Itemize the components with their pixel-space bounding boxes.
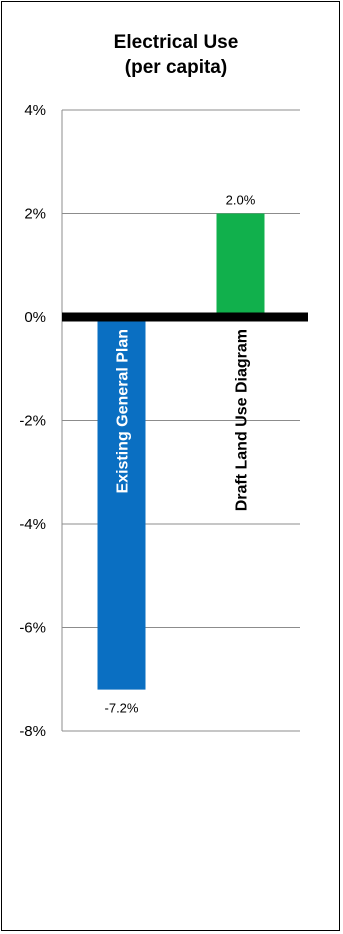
data-label: -7.2% [105,701,139,716]
y-tick-label: -6% [19,620,46,637]
chart-title: Electrical Use [114,32,239,53]
data-label: 2.0% [226,193,256,208]
bars [97,213,265,690]
bar [97,317,146,690]
y-axis: 4% 2% 0% -2% -4% -6% -8% [19,102,63,740]
y-tick-label: 4% [24,102,46,119]
bar [216,213,265,317]
labels: -7.2% Existing General Plan 2.0% Draft Land… [105,193,256,716]
category-label: Existing General Plan [115,329,132,494]
y-tick-label: 0% [24,309,46,326]
category-label: Draft Land Use Diagram [234,329,251,511]
y-tick-label: 2% [24,206,46,223]
chart-subtitle: (per capita) [125,57,227,78]
y-tick-label: -2% [19,413,46,430]
y-tick-label: -8% [19,723,46,740]
y-tick-label: -4% [19,516,46,533]
